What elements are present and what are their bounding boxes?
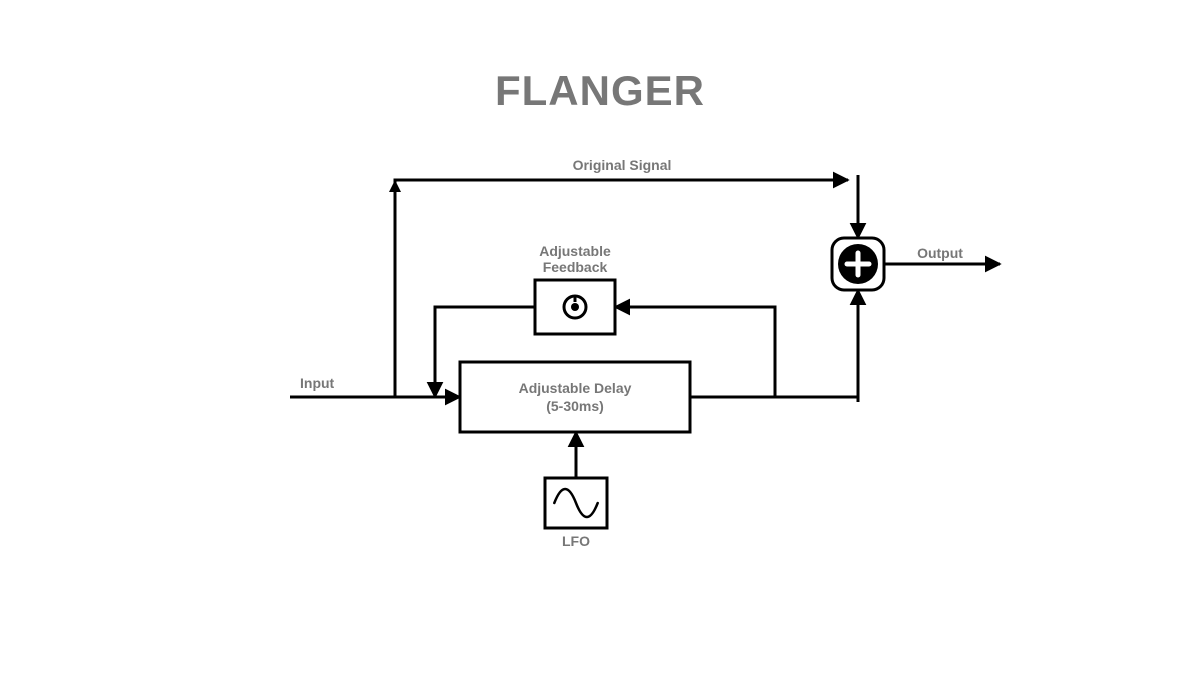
delay-label-1: Adjustable Delay xyxy=(519,380,632,396)
tap-up-arrow-icon xyxy=(389,180,401,192)
node-delay xyxy=(460,362,690,432)
feedback-label-2: Feedback xyxy=(543,259,608,275)
diagram-title: FLANGER xyxy=(495,67,705,114)
input-label: Input xyxy=(300,375,335,391)
original-signal-label: Original Signal xyxy=(573,157,672,173)
delay-label-2: (5-30ms) xyxy=(546,398,604,414)
output-label: Output xyxy=(917,245,963,261)
feedback-label: Adjustable xyxy=(539,243,611,259)
lfo-label: LFO xyxy=(562,533,590,549)
